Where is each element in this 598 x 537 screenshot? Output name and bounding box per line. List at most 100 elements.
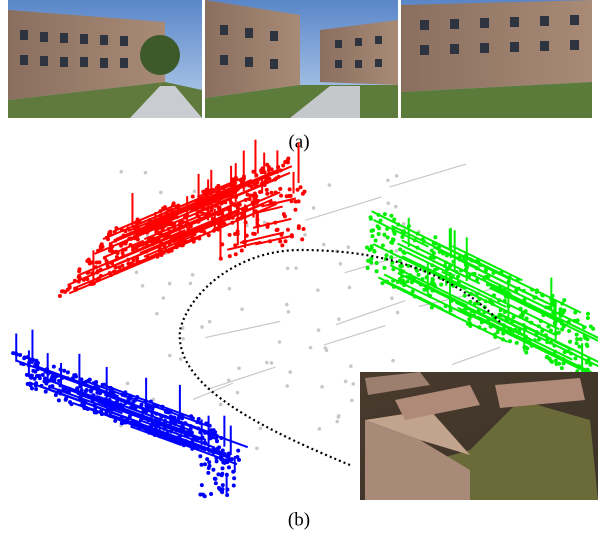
point — [150, 410, 154, 414]
figure: (a) (b) — [0, 0, 598, 537]
point — [22, 356, 26, 360]
point — [158, 434, 162, 438]
point — [177, 241, 181, 245]
point — [29, 376, 33, 380]
point — [548, 305, 552, 309]
point — [209, 492, 213, 496]
point — [144, 399, 148, 403]
point — [44, 390, 48, 394]
point — [222, 452, 226, 456]
point — [161, 296, 165, 300]
point — [94, 382, 98, 386]
point — [379, 218, 383, 222]
point — [518, 328, 522, 332]
point — [168, 242, 172, 246]
point — [135, 256, 139, 260]
point — [219, 403, 223, 407]
point — [193, 189, 197, 193]
point — [459, 269, 463, 273]
point — [41, 373, 45, 377]
point — [477, 297, 481, 301]
point — [115, 271, 119, 275]
point — [248, 197, 252, 201]
point — [45, 367, 49, 371]
point — [280, 243, 284, 247]
point — [281, 163, 285, 167]
point — [137, 426, 141, 430]
point — [205, 188, 209, 192]
point — [186, 227, 190, 231]
point — [111, 387, 115, 391]
point — [162, 427, 166, 431]
point — [406, 279, 410, 283]
point — [544, 305, 548, 309]
point — [208, 320, 212, 324]
point — [63, 290, 67, 294]
point — [458, 258, 462, 262]
point — [100, 412, 104, 416]
point — [532, 296, 536, 300]
point — [546, 337, 550, 341]
point — [217, 486, 221, 490]
point — [113, 419, 117, 423]
point — [540, 293, 544, 297]
point — [391, 267, 395, 271]
point — [108, 249, 112, 253]
point — [43, 376, 47, 380]
point — [166, 209, 170, 213]
point — [196, 220, 200, 224]
point — [273, 221, 277, 225]
point — [573, 356, 577, 360]
point — [463, 286, 467, 290]
point — [174, 210, 178, 214]
point — [540, 329, 544, 333]
point — [195, 438, 199, 442]
point — [85, 277, 89, 281]
point — [191, 438, 195, 442]
point — [415, 232, 419, 236]
point — [163, 245, 167, 249]
point — [545, 340, 549, 344]
point — [399, 268, 403, 272]
point — [219, 436, 223, 440]
point — [74, 375, 78, 379]
point — [56, 374, 60, 378]
point — [114, 226, 118, 230]
point — [195, 200, 199, 204]
point — [437, 245, 441, 249]
point — [153, 433, 157, 437]
point — [150, 240, 154, 244]
point — [279, 194, 283, 198]
point — [242, 240, 246, 244]
point — [52, 365, 56, 369]
point — [225, 488, 229, 492]
point — [475, 292, 479, 296]
point — [444, 260, 448, 264]
point — [208, 430, 212, 434]
point — [213, 204, 217, 208]
point — [382, 233, 386, 237]
point — [255, 218, 259, 222]
point — [259, 426, 263, 430]
point — [429, 256, 433, 260]
point — [501, 332, 505, 336]
point — [183, 239, 187, 243]
point — [300, 237, 304, 241]
point — [385, 279, 389, 283]
point — [225, 184, 229, 188]
point — [586, 368, 590, 372]
segment — [452, 347, 500, 364]
point — [203, 225, 207, 229]
point — [508, 339, 512, 343]
point — [189, 424, 193, 428]
point — [430, 263, 434, 267]
point — [57, 398, 61, 402]
point — [133, 246, 137, 250]
point — [477, 325, 481, 329]
point — [561, 311, 565, 315]
point — [236, 391, 240, 395]
point — [93, 410, 97, 414]
point — [274, 176, 278, 180]
point — [351, 382, 355, 386]
point — [385, 253, 389, 257]
